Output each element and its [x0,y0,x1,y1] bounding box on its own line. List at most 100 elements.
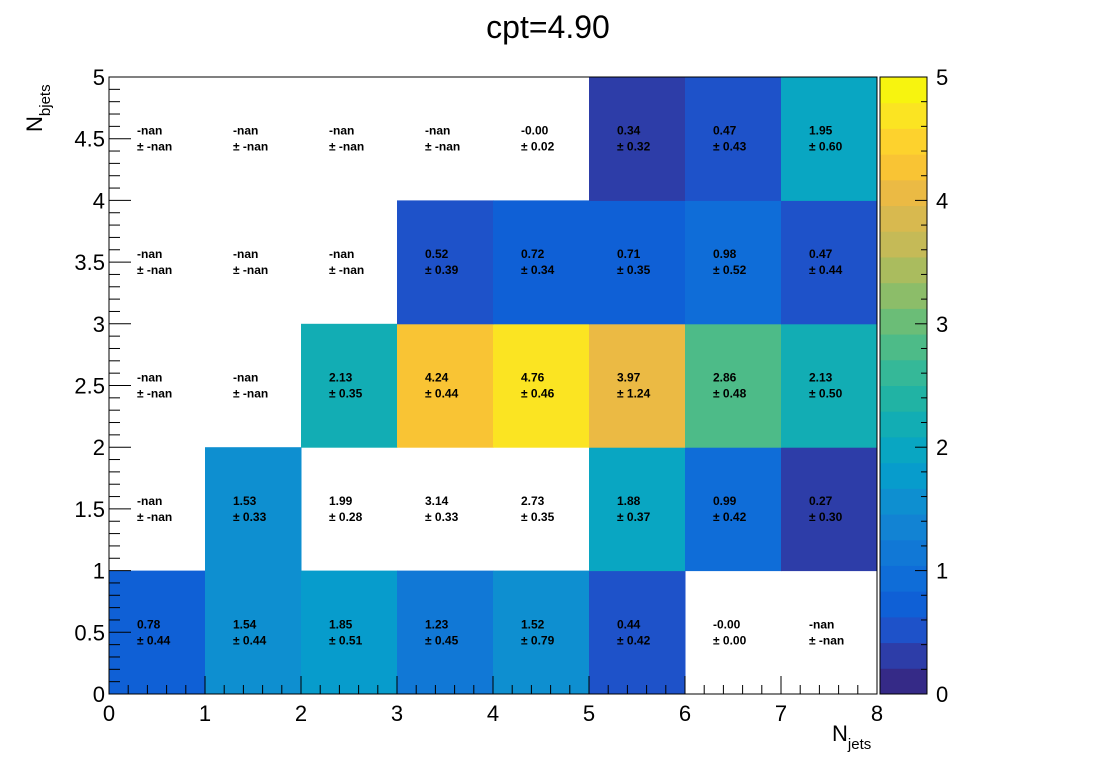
color-scale-segment [880,668,927,695]
color-scale-segment [880,642,927,669]
cell-error-label: ± -nan [137,263,172,277]
heatmap-cell [205,570,302,695]
cell-error-label: ± 0.35 [617,263,651,277]
heatmap-cell [685,77,782,201]
cell-error-label: ± -nan [329,140,364,154]
color-scale-segment [880,385,927,412]
cell-error-label: ± -nan [425,140,460,154]
cell-value-label: 2.13 [329,371,353,385]
cell-value-label: 0.99 [713,494,737,508]
cell-value-label: 1.85 [329,617,353,631]
heatmap-cells [109,77,878,695]
x-tick-label: 5 [583,701,595,726]
x-tick-label: 7 [775,701,787,726]
x-tick-label: 4 [487,701,499,726]
heatmap-cell [781,200,878,325]
cell-error-label: ± 0.46 [521,387,555,401]
heatmap-cell [397,570,494,695]
color-scale-segment [880,77,927,104]
color-scale-frame [879,76,928,695]
cell-error-label: ± 0.45 [425,633,459,647]
heatmap-cell [205,447,302,572]
cell-value-label: -nan [329,124,354,138]
cell-value-label: 0.47 [809,247,833,261]
color-scale-segment [880,514,927,541]
color-scale-segment [880,411,927,438]
y-tick-label: 3.5 [74,250,105,275]
x-axis-label-sub: jets [847,736,871,753]
cell-value-label: 4.76 [521,371,545,385]
heatmap-cell [493,200,590,325]
color-scale-segment [880,256,927,284]
cell-value-label: 4.24 [425,371,449,385]
x-tick-label: 0 [103,701,115,726]
cell-error-label: ± -nan [137,387,172,401]
cell-error-label: ± 0.44 [809,263,843,277]
cell-value-label: 0.98 [713,247,737,261]
cell-value-label: -nan [809,617,834,631]
cell-value-label: 3.14 [425,494,449,508]
cell-error-label: ± 0.51 [329,633,363,647]
x-axis-label: Njets [832,721,871,753]
heatmap-cell [589,323,686,448]
x-tick-label: 6 [679,701,691,726]
cell-error-label: ± 0.02 [521,140,555,154]
cell-error-label: ± 0.34 [521,263,555,277]
cell-error-label: ± 0.50 [809,387,843,401]
color-scale-segment [880,616,927,644]
color-scale-segment [880,308,927,335]
cell-error-label: ± 0.44 [425,387,459,401]
cell-error-label: ± -nan [233,387,268,401]
cell-error-label: ± 0.37 [617,510,651,524]
cell-value-label: 0.72 [521,247,545,261]
x-tick-label: 1 [199,701,211,726]
cell-error-label: ± 0.30 [809,510,843,524]
cell-value-label: -0.00 [713,617,741,631]
color-scale-bar [879,76,928,695]
z-tick-label: 5 [936,65,948,90]
y-tick-label: 1.5 [74,497,105,522]
y-tick-label: 4.5 [74,127,105,152]
cell-value-label: -nan [329,247,354,261]
color-scale-segment [880,128,927,155]
heatmap-cell [301,323,398,448]
color-scale-segment [880,359,927,386]
cell-error-label: ± 0.42 [713,510,747,524]
cell-value-label: 0.71 [617,247,641,261]
y-tick-label: 0.5 [74,620,105,645]
cell-error-label: ± 0.35 [329,387,363,401]
cell-error-label: ± 0.48 [713,387,747,401]
color-scale-segment [880,565,927,592]
heatmap-cell [685,447,782,572]
cell-error-label: ± 0.52 [713,263,747,277]
y-tick-label: 2 [93,435,105,460]
heatmap-cell [493,570,590,695]
cell-error-label: ± 0.60 [809,140,843,154]
cell-value-label: -nan [233,124,258,138]
color-scale-segment [880,179,927,207]
cell-value-label: 0.78 [137,617,161,631]
y-tick-label: 0 [93,682,105,707]
cell-value-label: 0.27 [809,494,833,508]
cell-error-label: ± 0.32 [617,140,651,154]
cell-value-label: 1.88 [617,494,641,508]
cell-error-label: ± 1.24 [617,387,651,401]
cell-value-label: -nan [137,247,162,261]
z-tick-label: 2 [936,435,948,460]
cell-error-label: ± -nan [137,140,172,154]
x-tick-label: 8 [871,701,883,726]
cell-error-label: ± -nan [137,510,172,524]
cell-value-label: -nan [137,124,162,138]
y-tick-label: 2.5 [74,374,105,399]
heatmap-cell [397,200,494,325]
color-scale-segment [880,462,927,489]
x-axis: 0 1 2 3 4 5 6 7 8 [103,676,883,726]
heatmap-cell [781,77,878,201]
cell-value-label: 1.54 [233,617,257,631]
cell-error-label: ± -nan [809,633,844,647]
color-scale-segment [880,231,927,258]
cell-value-label: -nan [233,247,258,261]
cell-error-label: ± 0.44 [137,633,171,647]
heatmap-cell [301,570,398,695]
